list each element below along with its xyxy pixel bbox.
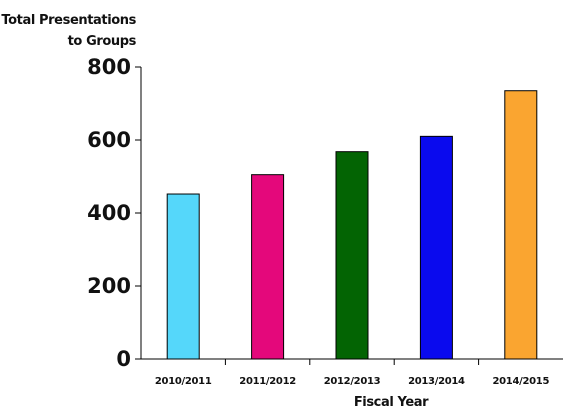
bar-1 (166, 193, 200, 360)
bar-4 (419, 135, 453, 360)
bars (166, 90, 538, 360)
x-tick-labels: 2010/2011 2011/2012 2012/2013 2013/2014 2014… (155, 359, 550, 387)
y-tick-label: 400 (87, 201, 131, 225)
x-axis-title: Fiscal Year (354, 395, 429, 409)
x-tick-label: 2011/2012 (239, 376, 296, 387)
y-axis-title-line-1: Total Presentations (1, 13, 136, 28)
bar-3 (335, 151, 369, 360)
y-tick-label: 0 (116, 347, 131, 371)
y-tick-label: 800 (87, 55, 131, 79)
x-tick-label: 2010/2011 (155, 376, 212, 387)
bar-2 (251, 174, 285, 360)
y-tick-label: 600 (87, 128, 131, 152)
y-tick-label: 200 (87, 274, 131, 298)
bar-5 (504, 90, 538, 360)
x-tick-label: 2012/2013 (324, 376, 381, 387)
y-ticks: 0 200 400 600 800 (87, 55, 141, 371)
x-tick-label: 2014/2015 (492, 376, 549, 387)
x-tick-label: 2013/2014 (408, 376, 465, 387)
y-axis-title-line-2: to Groups (68, 34, 137, 49)
